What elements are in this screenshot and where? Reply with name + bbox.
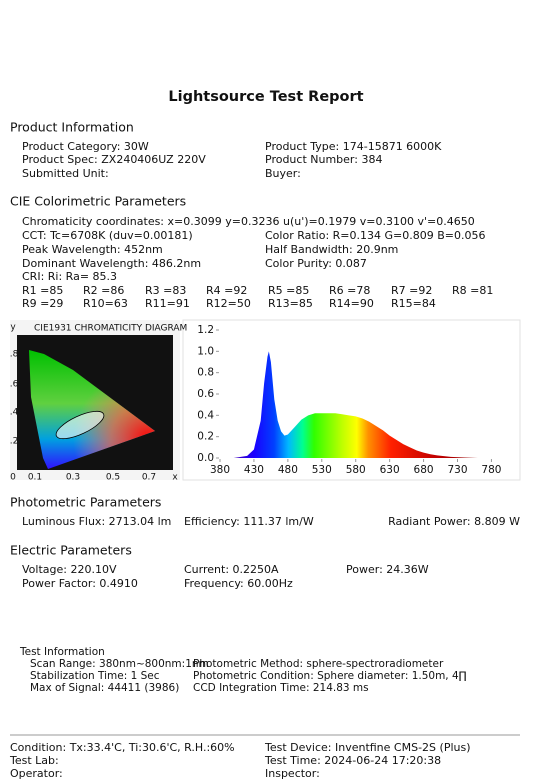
x-tick-label: 780 bbox=[481, 464, 501, 476]
x-tick-label: 580 bbox=[346, 464, 366, 476]
cie-tick-label: 0.1 bbox=[28, 473, 42, 483]
field: Frequency: 60.00Hz bbox=[184, 577, 293, 590]
cie-axis-label: y bbox=[10, 323, 16, 333]
field: Test Lab: bbox=[9, 754, 59, 767]
y-tick-label: 0.2 bbox=[197, 431, 214, 443]
field: Submitted Unit: bbox=[22, 167, 109, 180]
field: Color Purity: 0.087 bbox=[265, 257, 367, 270]
field: Color Ratio: R=0.134 G=0.809 B=0.056 bbox=[265, 229, 486, 242]
x-tick-label: 530 bbox=[312, 464, 332, 476]
x-tick-label: 730 bbox=[447, 464, 467, 476]
cri-value: R9 =29 bbox=[22, 297, 63, 310]
x-tick-label: 630 bbox=[380, 464, 400, 476]
cie-tick-label: 0.3 bbox=[66, 473, 80, 483]
section-heading: Test Information bbox=[19, 646, 105, 658]
cri-value: R8 =81 bbox=[452, 284, 493, 297]
report-title: Lightsource Test Report bbox=[168, 89, 363, 105]
field: Current: 0.2250A bbox=[184, 563, 279, 576]
y-tick-label: 0.6 bbox=[197, 388, 214, 400]
x-tick-label: 680 bbox=[414, 464, 434, 476]
field: Luminous Flux: 2713.04 lm bbox=[22, 515, 171, 528]
field: Chromaticity coordinates: x=0.3099 y=0.3… bbox=[22, 215, 279, 228]
section-heading: Product Information bbox=[10, 120, 134, 135]
cri-value: R4 =92 bbox=[206, 284, 247, 297]
field: Product Spec: ZX240406UZ 220V bbox=[22, 153, 206, 166]
cri-value: R2 =86 bbox=[83, 284, 124, 297]
field: Test Time: 2024-06-24 17:20:38 bbox=[264, 754, 441, 767]
field: CRI: Ri: Ra= 85.3 bbox=[22, 270, 117, 283]
field: Product Type: 174-15871 6000K bbox=[265, 140, 442, 153]
x-tick-label: 480 bbox=[278, 464, 298, 476]
cri-value: R6 =78 bbox=[329, 284, 370, 297]
x-tick-label: 430 bbox=[244, 464, 264, 476]
field: Max of Signal: 44411 (3986) bbox=[30, 682, 179, 694]
section-heading: CIE Colorimetric Parameters bbox=[10, 194, 186, 209]
cie-tick-label: .8 bbox=[10, 350, 19, 360]
cri-value: R11=91 bbox=[145, 297, 190, 310]
field: Power: 24.36W bbox=[346, 563, 429, 576]
cri-value: R1 =85 bbox=[22, 284, 63, 297]
y-tick-label: 0.0 bbox=[197, 452, 214, 464]
field: Radiant Power: 8.809 W bbox=[388, 515, 520, 528]
field: Efficiency: 111.37 lm/W bbox=[184, 515, 314, 528]
cri-value: R3 =83 bbox=[145, 284, 186, 297]
cie-title: CIE1931 CHROMATICITY DIAGRAM bbox=[34, 324, 187, 334]
field: Operator: bbox=[10, 767, 63, 780]
field: u(u')=0.1979 v=0.3100 v'=0.4650 bbox=[283, 215, 475, 228]
spectrum-area bbox=[220, 351, 505, 458]
field: Half Bandwidth: 20.9nm bbox=[265, 243, 398, 256]
y-tick-label: 0.4 bbox=[197, 409, 214, 421]
field: CCD Integration Time: 214.83 ms bbox=[193, 682, 369, 694]
field: Photometric Method: sphere-spectroradiom… bbox=[193, 658, 444, 670]
field: Stabilization Time: 1 Sec bbox=[30, 670, 160, 682]
cri-value: R5 =85 bbox=[268, 284, 309, 297]
field: Power Factor: 0.4910 bbox=[22, 577, 138, 590]
cie-axis-label: x bbox=[172, 473, 178, 483]
y-tick-label: 1.2 bbox=[197, 324, 214, 336]
section-heading: Electric Parameters bbox=[10, 543, 132, 558]
x-tick-label: 380 bbox=[210, 464, 230, 476]
cri-value: R10=63 bbox=[83, 297, 128, 310]
field: Condition: Tx:33.4'C, Ti:30.6'C, R.H.:60… bbox=[10, 741, 235, 754]
field: Product Category: 30W bbox=[22, 140, 149, 153]
cri-value: R15=84 bbox=[391, 297, 436, 310]
field: Buyer: bbox=[265, 167, 301, 180]
cie-tick-label: .4 bbox=[10, 408, 19, 418]
field: Product Number: 384 bbox=[265, 153, 382, 166]
field: Peak Wavelength: 452nm bbox=[22, 243, 163, 256]
y-tick-label: 0.8 bbox=[197, 367, 214, 379]
cri-value: R7 =92 bbox=[391, 284, 432, 297]
cie-tick-label: 0.5 bbox=[106, 473, 120, 483]
cie-tick-label: .6 bbox=[10, 380, 19, 390]
cie-ellipse bbox=[55, 410, 105, 440]
field: Inspector: bbox=[265, 767, 320, 780]
field: Scan Range: 380nm~800nm:1nm bbox=[30, 658, 209, 670]
cie-tick-label: .2 bbox=[10, 437, 19, 447]
field: CCT: Tc=6708K (duv=0.00181) bbox=[22, 229, 193, 242]
field: Test Device: Inventfine CMS-2S (Plus) bbox=[264, 741, 471, 754]
section-heading: Photometric Parameters bbox=[10, 495, 161, 510]
field: Voltage: 220.10V bbox=[22, 563, 117, 576]
cri-value: R13=85 bbox=[268, 297, 313, 310]
cri-value: R12=50 bbox=[206, 297, 251, 310]
cri-value: R14=90 bbox=[329, 297, 374, 310]
y-tick-label: 1.0 bbox=[197, 345, 214, 357]
cie-tick-label: 0 bbox=[10, 473, 16, 483]
cie-tick-label: 0.7 bbox=[142, 473, 156, 483]
field: Photometric Condition: Sphere diameter: … bbox=[193, 670, 467, 682]
field: Dominant Wavelength: 486.2nm bbox=[22, 257, 201, 270]
cie-locus-red bbox=[29, 350, 155, 469]
